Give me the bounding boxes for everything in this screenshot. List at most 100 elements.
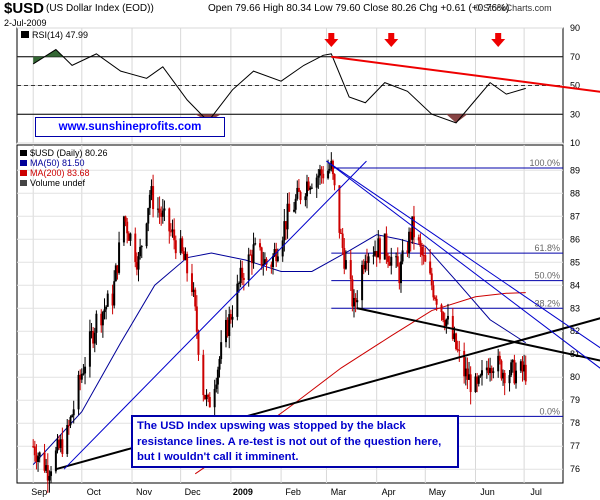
price-bar-body — [317, 175, 320, 178]
trendline — [357, 307, 600, 362]
price-bar-body — [356, 300, 359, 303]
price-bar-body — [92, 331, 95, 344]
chart-name: (US Dollar Index (EOD)) — [46, 3, 154, 14]
price-bar-body — [341, 233, 344, 248]
rsi-tick-label: 10 — [570, 138, 580, 148]
price-bar-body — [37, 456, 40, 462]
price-legend-label: $USD (Daily) 80.26 — [30, 148, 108, 158]
price-bar-body — [252, 244, 255, 264]
price-bar-body — [114, 265, 117, 282]
price-bar-body — [453, 333, 456, 339]
price-bar-body — [349, 260, 352, 280]
price-bar-body — [479, 375, 482, 377]
price-bar-body — [411, 216, 414, 240]
price-bar-body — [390, 256, 393, 266]
price-bar-body — [218, 359, 221, 370]
price-bar-body — [103, 309, 106, 313]
fibonacci-label: 100.0% — [529, 158, 560, 168]
price-tick-label: 79 — [570, 395, 580, 405]
price-legend-label: Volume undef — [30, 178, 86, 188]
price-bar-body — [38, 452, 41, 457]
price-bar-body — [260, 247, 263, 266]
price-bar-body — [340, 232, 343, 234]
price-bar-body — [430, 273, 433, 286]
price-bar-body — [79, 374, 82, 380]
price-bar-body — [443, 320, 446, 327]
price-bar-body — [213, 388, 216, 408]
price-bar-body — [259, 243, 262, 248]
price-bar-body — [71, 415, 74, 418]
price-bar-body — [365, 261, 368, 263]
price-bar-body — [171, 229, 174, 232]
price-bar-body — [168, 208, 171, 232]
price-bar-body — [469, 374, 472, 393]
price-bar-body — [84, 366, 87, 374]
price-bar-body — [480, 370, 483, 376]
price-bar-body — [513, 360, 516, 384]
price-bar-body — [354, 297, 357, 303]
price-bar-body — [375, 251, 378, 258]
price-bar-body — [284, 221, 287, 230]
price-bar-body — [181, 238, 184, 252]
x-tick-label: May — [429, 487, 447, 497]
price-tick-label: 78 — [570, 418, 580, 428]
price-bar-body — [140, 246, 143, 248]
rsi-tick-label: 70 — [570, 52, 580, 62]
price-bar-body — [226, 319, 229, 336]
price-bar-body — [288, 203, 291, 212]
price-bar-body — [61, 439, 64, 454]
price-bar-body — [283, 221, 286, 241]
price-bar-body — [163, 208, 166, 211]
price-bar-body — [511, 360, 514, 363]
price-tick-label: 82 — [570, 326, 580, 336]
price-bar-body — [145, 223, 148, 247]
price-bar-body — [487, 367, 490, 374]
trendline — [326, 160, 600, 349]
price-bar-body — [474, 376, 477, 393]
price-bar-body — [241, 267, 244, 278]
price-bar-body — [361, 264, 364, 301]
price-bar-body — [169, 231, 172, 233]
x-tick-label: Jun — [480, 487, 495, 497]
price-bar-body — [69, 417, 72, 426]
price-bar-body — [508, 375, 511, 384]
price-bar-body — [184, 253, 187, 260]
price-tick-label: 89 — [570, 165, 580, 175]
price-bar-body — [275, 248, 278, 262]
price-bar-body — [351, 279, 354, 307]
commentary-box: The USD Index upswing was stopped by the… — [131, 415, 459, 468]
price-bar-body — [372, 255, 375, 257]
price-bar-body — [500, 360, 503, 379]
price-bar-body — [306, 181, 309, 197]
price-bar-body — [331, 160, 334, 175]
price-bar-body — [220, 342, 223, 360]
price-bar-body — [147, 208, 150, 224]
price-tick-label: 76 — [570, 464, 580, 474]
price-bar-body — [396, 256, 399, 267]
price-bar-body — [446, 315, 449, 320]
price-bar-body — [421, 246, 424, 256]
price-legend-swatch — [20, 150, 27, 156]
price-bar-body — [385, 233, 388, 257]
rsi-legend-label: RSI(14) 47.99 — [32, 30, 88, 40]
price-bar-body — [88, 331, 91, 367]
price-bar-body — [328, 168, 331, 171]
rsi-overbought-fill — [33, 49, 64, 64]
price-bar-body — [455, 333, 458, 350]
price-bar-body — [422, 255, 425, 257]
price-bar-body — [56, 439, 59, 451]
price-bar-body — [398, 266, 401, 284]
price-bar-body — [77, 374, 80, 410]
price-bar-body — [208, 397, 211, 408]
price-bar-body — [293, 209, 296, 212]
price-bar-body — [207, 394, 210, 398]
price-bar-body — [409, 231, 412, 240]
price-bar-body — [299, 191, 302, 201]
price-bar-body — [503, 372, 506, 384]
price-bar-body — [135, 261, 138, 270]
price-bar-body — [43, 452, 46, 471]
price-bar-body — [408, 231, 411, 254]
price-bar-body — [320, 169, 323, 174]
price-bar-body — [134, 233, 137, 262]
rsi-resistance-line — [331, 55, 600, 93]
